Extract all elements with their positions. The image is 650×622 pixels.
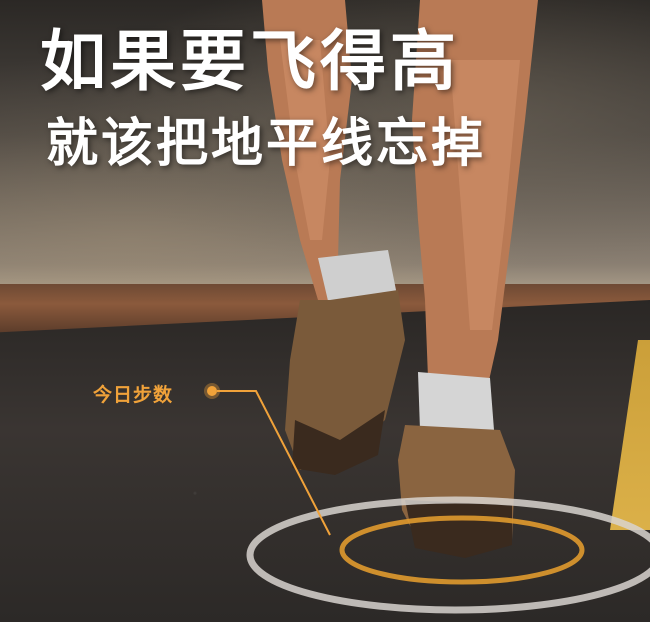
inner-target-ring bbox=[339, 515, 585, 585]
headline: 如果要飞得高 bbox=[40, 22, 460, 100]
step-marker-icon bbox=[207, 386, 217, 396]
right-sock bbox=[418, 372, 494, 430]
outer-target-ring bbox=[246, 496, 650, 614]
callout-line bbox=[217, 390, 331, 536]
today-steps-label: 今日步数 bbox=[93, 384, 174, 406]
subline: 就该把地平线忘掉 bbox=[46, 113, 487, 174]
